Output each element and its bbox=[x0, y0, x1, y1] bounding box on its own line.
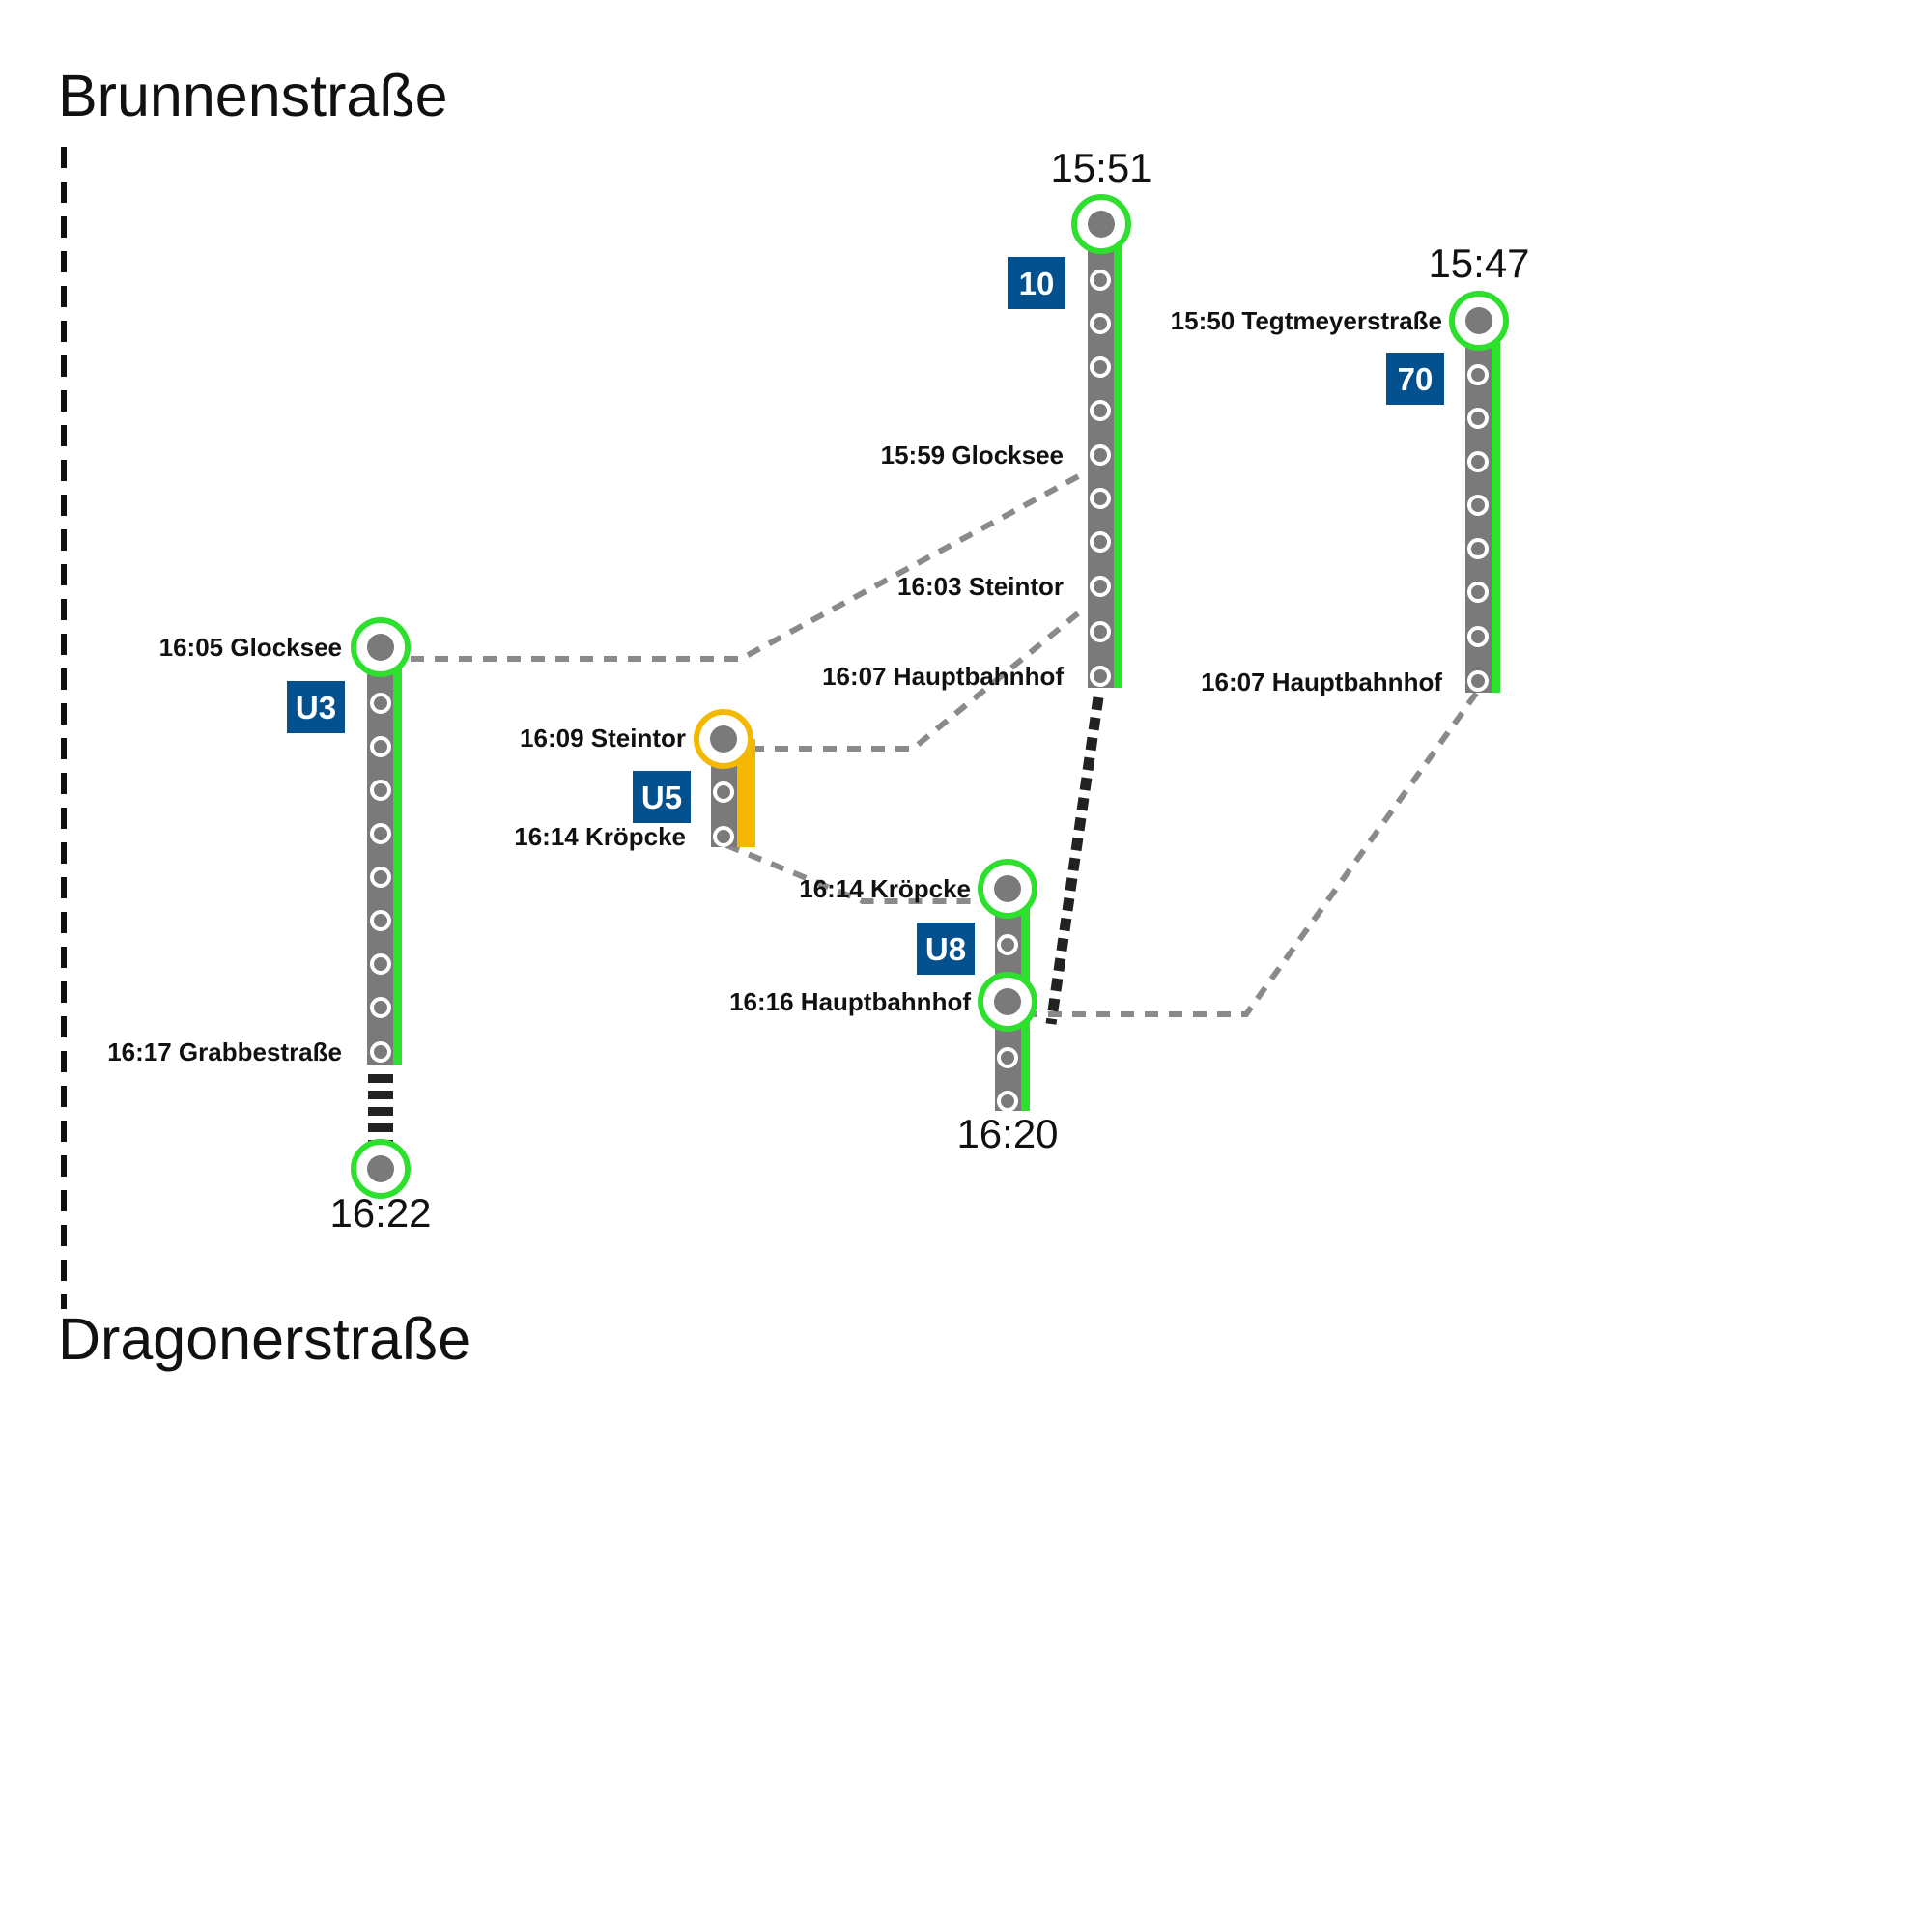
line-badge-label: 10 bbox=[1019, 266, 1055, 301]
line-badge bbox=[633, 771, 691, 823]
route-u3: U3 16:05 Glocksee 16:17 Grabbestraße 16:… bbox=[107, 617, 432, 1236]
stop-dot bbox=[1090, 576, 1111, 597]
arrival-time: 16:20 bbox=[956, 1111, 1058, 1156]
route-10: 10 15:51 15:59 Glocksee 16:03 Steintor 1… bbox=[822, 145, 1151, 691]
line-badge-label: U5 bbox=[641, 780, 682, 815]
end-station-dot bbox=[367, 1155, 394, 1182]
intermediate-stops bbox=[713, 781, 734, 847]
stop-label: 16:05 Glocksee bbox=[159, 633, 342, 662]
departure-time: 15:47 bbox=[1428, 241, 1529, 286]
intermediate-stops bbox=[1467, 364, 1489, 692]
start-station-dot bbox=[710, 725, 737, 753]
stop-dot bbox=[1467, 364, 1489, 385]
line-accent-bar bbox=[393, 647, 402, 1065]
stop-dot bbox=[997, 1091, 1018, 1112]
origin-label: Brunnenstraße bbox=[58, 63, 448, 128]
stop-dot bbox=[1090, 621, 1111, 642]
stop-dot bbox=[370, 1041, 391, 1063]
line-badge-label: U3 bbox=[296, 690, 336, 725]
stop-dot bbox=[1090, 444, 1111, 466]
stop-dot bbox=[1467, 495, 1489, 516]
connector-hauptbahnhof bbox=[1024, 689, 1481, 1017]
line-accent-bar bbox=[1114, 224, 1122, 688]
stop-dot bbox=[1090, 356, 1111, 378]
stop-dot bbox=[370, 780, 391, 801]
stop-label: 15:59 Glocksee bbox=[881, 440, 1064, 469]
stop-dot bbox=[1090, 270, 1111, 291]
start-station-dot bbox=[1088, 211, 1115, 238]
stop-dot bbox=[1090, 666, 1111, 687]
walk-segment-hauptbahnhof bbox=[1045, 696, 1104, 1025]
stop-dot bbox=[370, 997, 391, 1018]
connector-glocksee bbox=[386, 470, 1086, 662]
stop-dot bbox=[1090, 531, 1111, 553]
stop-label: 16:07 Hauptbahnhof bbox=[822, 662, 1064, 691]
stop-dot bbox=[1090, 400, 1111, 421]
line-badge bbox=[1386, 353, 1444, 405]
stop-label: 16:14 Kröpcke bbox=[514, 822, 686, 851]
route-u8: U8 16:14 Kröpcke 16:16 Hauptbahnhof 16:2… bbox=[729, 859, 1059, 1156]
departure-time: 15:51 bbox=[1050, 145, 1151, 190]
stop-dot bbox=[1090, 313, 1111, 334]
stop-dot bbox=[1467, 408, 1489, 429]
line-badge-label: 70 bbox=[1398, 361, 1434, 397]
stop-label: 16:16 Hauptbahnhof bbox=[729, 987, 971, 1016]
stop-label: 15:50 Tegtmeyerstraße bbox=[1171, 306, 1442, 335]
line-badge bbox=[917, 923, 975, 975]
line-badge bbox=[287, 681, 345, 733]
stop-dot bbox=[1090, 488, 1111, 509]
stop-dot bbox=[997, 934, 1018, 955]
stop-label: 16:17 Grabbestraße bbox=[107, 1037, 342, 1066]
stop-label: 16:09 Steintor bbox=[520, 724, 686, 753]
stop-dot bbox=[997, 1047, 1018, 1068]
intermediate-stops bbox=[370, 693, 391, 1063]
line-accent-bar bbox=[1492, 321, 1500, 693]
stop-dot bbox=[370, 910, 391, 931]
intermediate-stops bbox=[1090, 270, 1111, 687]
stop-dot bbox=[370, 823, 391, 844]
line-badge bbox=[1008, 257, 1065, 309]
stop-label: 16:14 Kröpcke bbox=[799, 874, 971, 903]
stop-label: 16:07 Hauptbahnhof bbox=[1201, 668, 1442, 696]
line-badge-label: U8 bbox=[925, 931, 966, 967]
stop-dot bbox=[370, 867, 391, 888]
route-u5: U5 16:09 Steintor 16:14 Kröpcke bbox=[514, 709, 755, 851]
stop-label: 16:03 Steintor bbox=[897, 572, 1064, 601]
connector-kroepcke bbox=[724, 842, 980, 904]
start-station-dot bbox=[994, 875, 1021, 902]
stop-dot bbox=[370, 736, 391, 757]
stop-dot bbox=[713, 826, 734, 847]
start-station-dot bbox=[367, 634, 394, 661]
start-station-dot bbox=[1465, 307, 1492, 334]
stop-dot bbox=[1467, 538, 1489, 559]
stop-dot bbox=[713, 781, 734, 803]
route-70: 70 15:47 15:50 Tegtmeyerstraße 16:07 Hau… bbox=[1171, 241, 1530, 696]
stop-dot bbox=[370, 693, 391, 714]
stop-dot bbox=[370, 953, 391, 975]
transfer-station-dot bbox=[994, 988, 1021, 1015]
destination-label: Dragonerstraße bbox=[58, 1306, 470, 1372]
stop-dot bbox=[1467, 451, 1489, 472]
arrival-time: 16:22 bbox=[329, 1190, 431, 1236]
line-accent-bar bbox=[737, 739, 755, 847]
stop-dot bbox=[1467, 582, 1489, 603]
stop-dot bbox=[1467, 670, 1489, 692]
intermediate-stops bbox=[997, 934, 1018, 1112]
stop-dot bbox=[1467, 626, 1489, 647]
track-bar bbox=[367, 647, 393, 1065]
